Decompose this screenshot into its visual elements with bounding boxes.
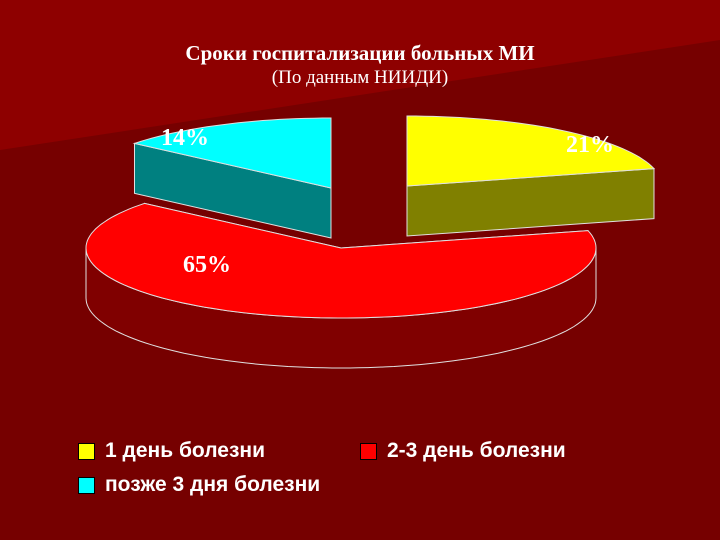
legend-label-1-day: 1 день болезни [105,439,266,462]
data-label-yellow: 21% [566,132,614,158]
legend-label-2-3-days: 2-3 день болезни [387,439,566,462]
slice-red-top [85,202,597,319]
chart-subtitle: (По данным НИИДИ) [271,67,449,88]
legend-swatch-red [360,442,377,460]
legend-item-2-3-days: 2-3 день болезни [360,439,566,463]
slice-cyan-top [132,117,332,189]
data-label-red: 65% [183,252,231,278]
chart-title: Сроки госпитализации больных МИ [185,41,535,65]
legend-row: позже 3 дня болезни [78,468,698,502]
chart-title-block: Сроки госпитализации больных МИ (По данн… [0,40,720,90]
legend-row: 1 день болезни 2-3 день болезни [78,434,698,468]
legend-swatch-yellow [78,442,95,460]
legend-label-after-3-days: позже 3 дня болезни [105,473,321,496]
legend-item-1-day: 1 день болезни [78,439,360,463]
legend-swatch-cyan [78,476,95,494]
data-label-cyan: 14% [161,125,209,151]
slice-yellow-top [406,115,656,187]
legend: 1 день болезни 2-3 день болезни позже 3 … [78,434,698,502]
legend-item-after-3-days: позже 3 дня болезни [78,473,320,497]
